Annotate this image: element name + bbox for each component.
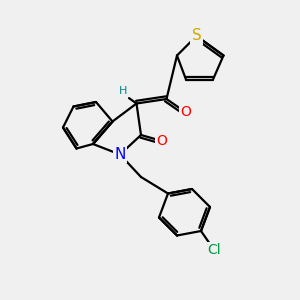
Text: N: N (114, 147, 126, 162)
Text: O: O (157, 134, 167, 148)
Text: H: H (119, 86, 127, 97)
Text: O: O (181, 106, 191, 119)
Text: Cl: Cl (208, 244, 221, 257)
Text: S: S (192, 28, 201, 44)
